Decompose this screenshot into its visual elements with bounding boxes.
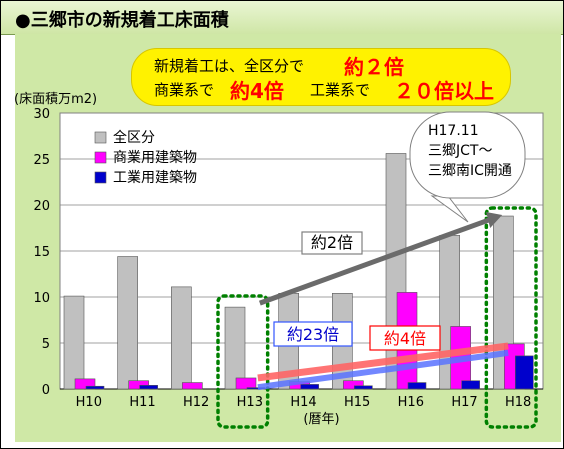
x-tick-label: H16 <box>398 395 424 410</box>
y-tick-label: 0 <box>42 383 50 398</box>
jct-annotation-line: 三郷南IC開通 <box>428 163 512 179</box>
legend-label: 商業用建築物 <box>113 150 197 166</box>
highlight-box <box>216 294 270 429</box>
callout-highlight-2: 約4倍 <box>230 79 284 103</box>
jct-bubble <box>409 111 526 199</box>
callout-text-3: 工業系で <box>310 81 371 99</box>
bar-all <box>224 306 246 390</box>
arrow-label-commercial-box <box>369 325 441 351</box>
arrow-label-commercial: 約4倍 <box>384 329 426 348</box>
arrow-all <box>258 215 496 306</box>
bar-industrial <box>461 380 480 390</box>
arrow-label-all: 約2倍 <box>311 233 353 252</box>
y-tick-label: 5 <box>42 337 50 352</box>
bar-commercial <box>182 382 203 390</box>
bar-all <box>171 286 192 390</box>
jct-annotation-line: H17.11 <box>428 123 479 139</box>
callout-text-1: 新規着工は、全区分で <box>154 57 305 75</box>
jct-annotation-line: 三郷JCT～ <box>428 143 492 159</box>
callout-highlight-1: 約２倍 <box>344 55 404 79</box>
y-tick-label: 30 <box>33 107 50 122</box>
bar-industrial <box>354 385 373 390</box>
bar-commercial <box>343 380 364 390</box>
arrow-all-head <box>486 212 503 229</box>
title-bar: ●三郷市の新規着工床面積 <box>1 1 563 35</box>
bar-industrial <box>85 385 105 390</box>
y-tick-label: 20 <box>33 199 50 214</box>
bar-industrial <box>515 355 534 390</box>
bar-all <box>117 256 138 390</box>
arrow-label-industrial-box <box>273 321 353 347</box>
x-tick-label: H12 <box>183 395 209 410</box>
bar-commercial <box>128 380 149 390</box>
legend-swatch <box>94 171 107 184</box>
bar-industrial <box>300 384 319 390</box>
arrow-label-all-box <box>301 231 363 255</box>
arrow-commercial <box>257 342 509 382</box>
y-axis-label: (床面積万m2) <box>14 92 97 107</box>
legend-label: 全区分 <box>113 129 155 146</box>
x-tick-label: H13 <box>237 395 263 410</box>
x-tick-label: H11 <box>129 395 155 410</box>
x-axis-label: (暦年) <box>303 412 339 427</box>
x-tick-label: H18 <box>505 395 531 410</box>
legend-label: 工業用建築物 <box>113 170 197 186</box>
chart-title: ●三郷市の新規着工床面積 <box>15 10 229 31</box>
bar-industrial <box>407 382 427 390</box>
summary-callout: 新規着工は、全区分で 約２倍 商業系で 約4倍 工業系で ２０倍以上 <box>131 48 511 106</box>
legend-swatch <box>94 131 107 144</box>
x-tick-label: H15 <box>344 395 370 410</box>
highlight-box <box>484 206 538 429</box>
bar-all <box>63 295 85 390</box>
bar-commercial <box>235 377 257 390</box>
y-tick-label: 25 <box>33 153 50 168</box>
arrow-industrial <box>257 349 509 391</box>
x-tick-label: H10 <box>76 395 102 410</box>
legend-swatch <box>94 151 107 164</box>
callout-highlight-3: ２０倍以上 <box>394 79 494 103</box>
x-tick-label: H14 <box>290 395 316 410</box>
callout-text-2: 商業系で <box>154 81 215 99</box>
bar-commercial <box>74 378 96 390</box>
y-tick-label: 10 <box>33 291 50 306</box>
arrow-label-industrial: 約23倍 <box>287 325 339 344</box>
bar-industrial <box>139 385 158 390</box>
x-tick-label: H17 <box>451 395 477 410</box>
y-tick-label: 15 <box>33 245 50 260</box>
